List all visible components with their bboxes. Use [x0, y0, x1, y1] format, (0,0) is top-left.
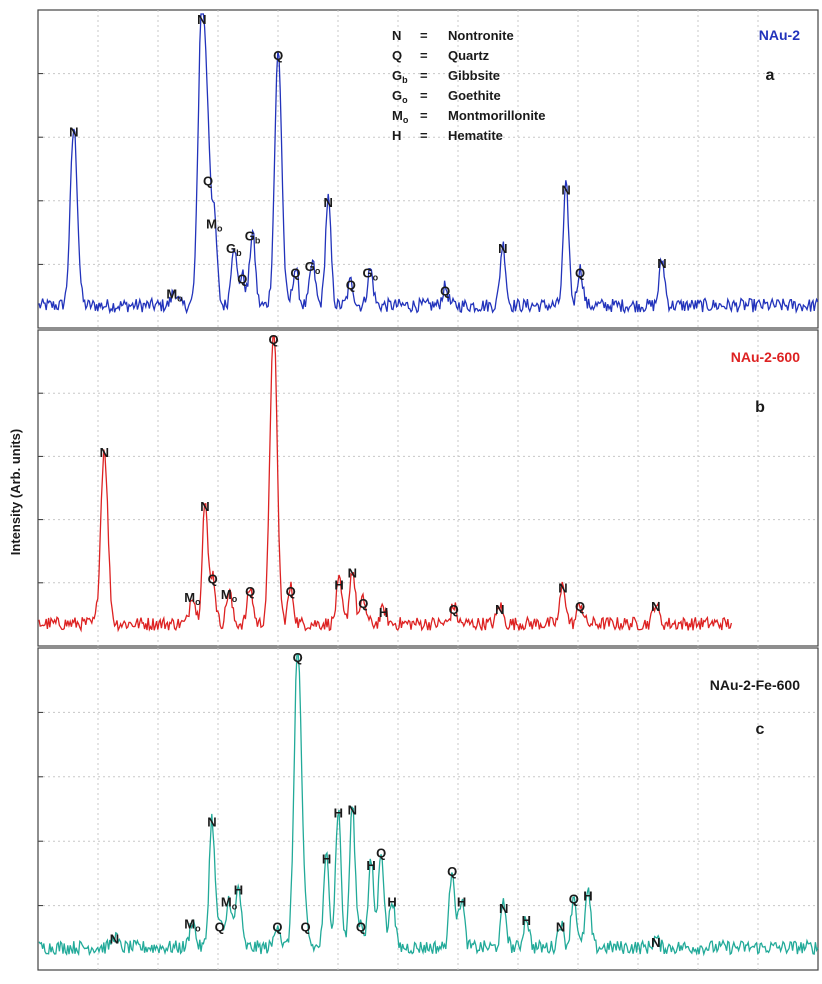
legend-symbol: Go [392, 88, 408, 105]
legend-equals: = [420, 128, 428, 143]
peak-label: Mo [166, 287, 183, 304]
legend-equals: = [420, 68, 428, 83]
trace-NAu-2 [38, 13, 819, 315]
panel-letter: a [766, 67, 775, 84]
legend-name: Goethite [448, 88, 501, 103]
peak-label: N [561, 183, 570, 198]
peak-label: N [69, 125, 78, 140]
peak-label: Mo [184, 916, 201, 933]
peak-label: Q [569, 892, 579, 907]
peak-label: Q [376, 845, 386, 860]
peak-label: Q [272, 919, 282, 934]
peak-label: Q [208, 572, 218, 587]
peak-label: Q [237, 271, 247, 286]
panel-letter: c [756, 721, 765, 738]
panel-frame-b [37, 329, 819, 647]
peak-label: N [556, 919, 565, 934]
peak-label: N [651, 935, 660, 950]
peak-label: N [323, 195, 332, 210]
peak-label: H [379, 605, 388, 620]
sample-label: NAu-2-Fe-600 [710, 677, 800, 693]
peak-label: Go [305, 259, 321, 276]
legend-name: Hematite [448, 128, 503, 143]
legend-symbol: Q [392, 48, 402, 63]
peak-label: H [457, 895, 466, 910]
peak-label: N [100, 445, 109, 460]
peak-label: N [348, 802, 357, 817]
peak-label: Q [440, 284, 450, 299]
peak-label: H [334, 805, 343, 820]
peak-label: N [657, 256, 666, 271]
peak-label: N [207, 815, 216, 830]
peak-label: Q [245, 584, 255, 599]
peak-label: N [197, 12, 206, 27]
peak-label: N [348, 566, 357, 581]
peak-label: Q [447, 864, 457, 879]
peak-label: Q [358, 596, 368, 611]
trace-NAu-2-600 [38, 335, 733, 633]
peak-label: Q [290, 265, 300, 280]
diffraction-traces [38, 13, 819, 957]
peak-label: Q [449, 602, 459, 617]
peak-label: Q [268, 332, 278, 347]
peak-label: H [366, 858, 375, 873]
peak-label: Q [346, 278, 356, 293]
phase-legend: N = Nontronite Q = Quartz Gb = Gibbsite Go = Goethi… [392, 28, 546, 143]
peak-label: Mo [184, 590, 201, 607]
peak-label: Q [215, 919, 225, 934]
panel-letter: b [755, 399, 765, 416]
peak-label: N [558, 581, 567, 596]
peak-label: N [498, 241, 507, 256]
peak-label: Mo [206, 216, 223, 233]
peak-label: H [583, 889, 592, 904]
peak-label: H [387, 895, 396, 910]
sample-labels: NAu-2 a NAu-2-600 b NAu-2-Fe-600 c [710, 27, 800, 738]
y-axis-label: Intensity (Arb. units) [8, 429, 23, 555]
peak-label: Q [575, 599, 585, 614]
legend-symbol: N [392, 28, 401, 43]
legend-symbol: Mo [392, 108, 409, 125]
legend-symbol: H [392, 128, 401, 143]
legend-equals: = [420, 88, 428, 103]
peak-label: Q [203, 173, 213, 188]
peak-label: H [322, 852, 331, 867]
peak-label: N [651, 599, 660, 614]
peak-label: Mo [221, 587, 238, 604]
trace-NAu-2-Fe-600 [38, 653, 819, 957]
peak-label: H [522, 913, 531, 928]
peak-label: Q [575, 265, 585, 280]
sample-label: NAu-2 [759, 27, 800, 43]
legend-name: Montmorillonite [448, 108, 546, 123]
legend-name: Nontronite [448, 28, 514, 43]
legend-symbol: Gb [392, 68, 408, 85]
peak-label: N [110, 932, 119, 947]
peak-label: Q [300, 919, 310, 934]
peak-label: Q [293, 650, 303, 665]
peak-label: Gb [226, 241, 242, 258]
legend-equals: = [420, 48, 428, 63]
peak-label: Gb [245, 229, 261, 246]
peak-label: N [495, 602, 504, 617]
legend-name: Quartz [448, 48, 490, 63]
peak-label: N [499, 901, 508, 916]
peak-label: H [234, 882, 243, 897]
legend-equals: = [420, 28, 428, 43]
peak-label: Q [356, 919, 366, 934]
peak-label: H [334, 578, 343, 593]
peak-label: Go [362, 265, 378, 282]
panel-frames [37, 9, 819, 971]
peak-label: Q [286, 584, 296, 599]
gridlines [38, 10, 818, 970]
panel-frame-c [37, 647, 819, 971]
legend-equals: = [420, 108, 428, 123]
panel-frame-a [37, 9, 819, 329]
legend-name: Gibbsite [448, 68, 500, 83]
peak-label: N [200, 499, 209, 514]
sample-label: NAu-2-600 [731, 349, 800, 365]
peak-label: Q [273, 48, 283, 63]
